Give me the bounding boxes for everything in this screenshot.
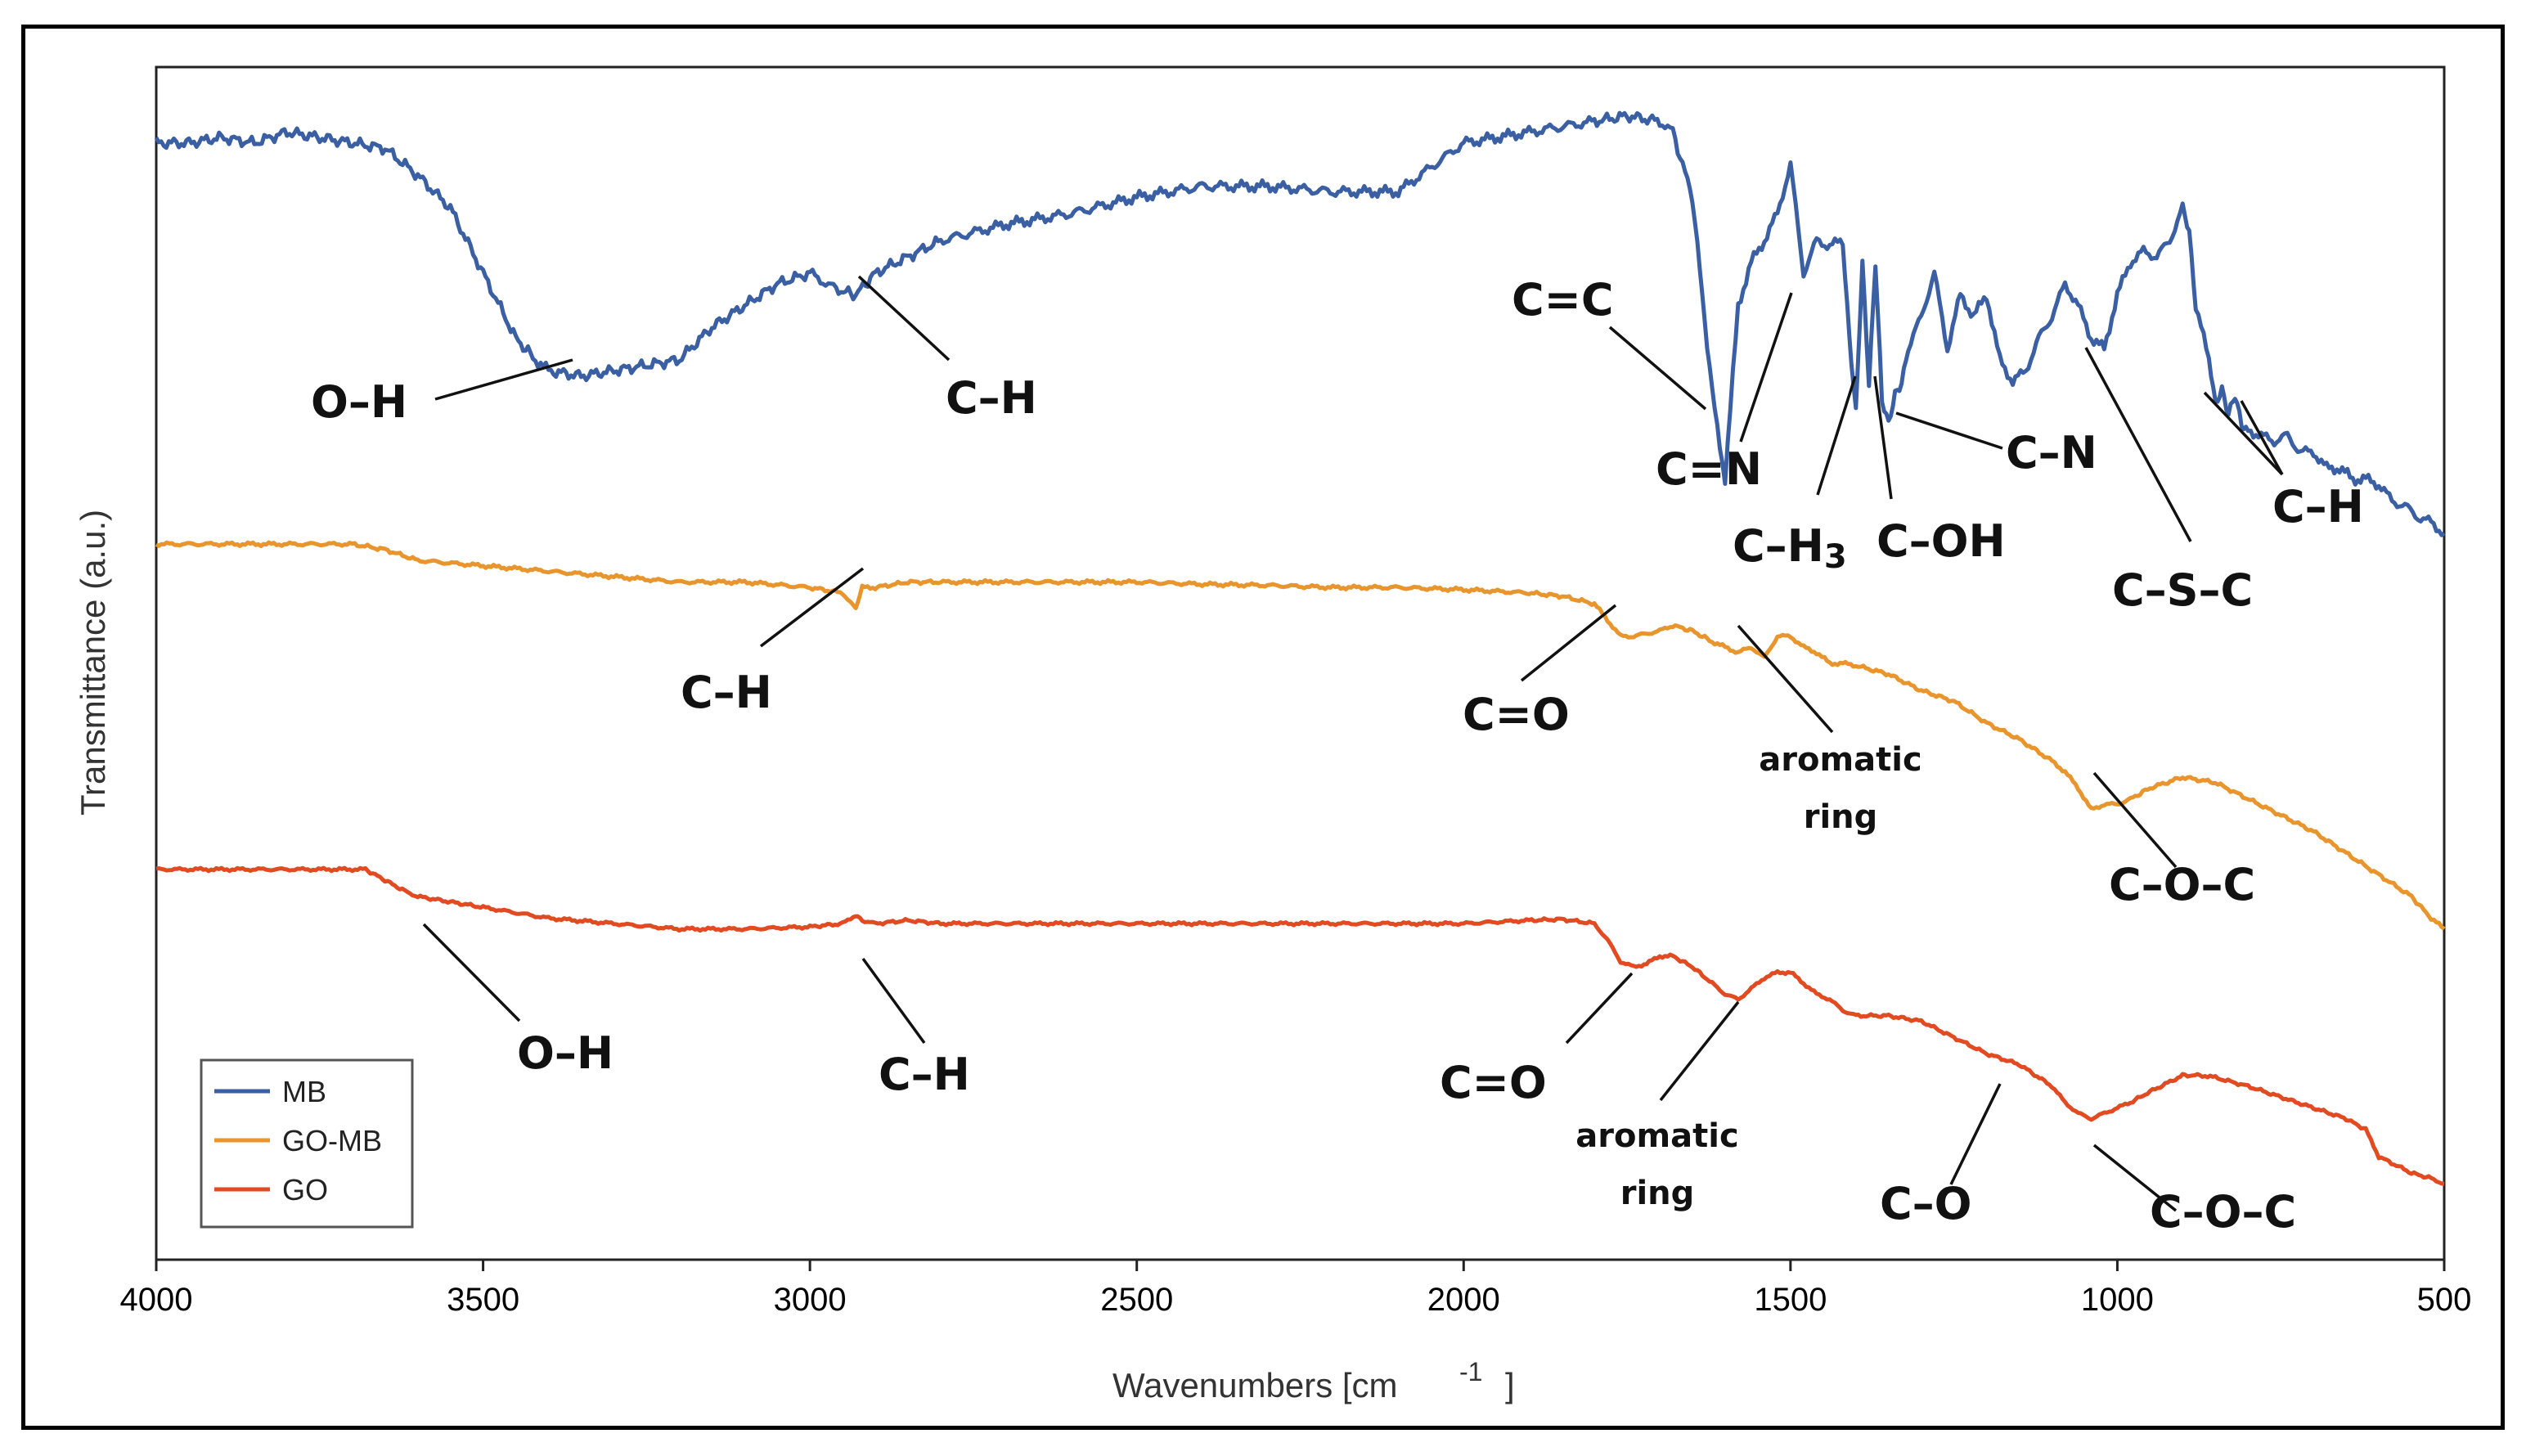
label-mb-ch-right: C–H: [2272, 481, 2364, 533]
label-gomb-arom1: aromatic: [1759, 741, 1921, 779]
label-mb-oh: O–H: [311, 376, 407, 428]
legend: MB GO-MB GO: [200, 1058, 414, 1229]
leader-mb-cn: [1895, 411, 2003, 450]
series-line-mb: [154, 110, 2446, 537]
label-go-oh: O–H: [517, 1027, 614, 1079]
label-mb-ch3-base: C–H: [1733, 520, 1824, 572]
x-tick-label: 2500: [1100, 1282, 1173, 1318]
label-mb-coh: C–OH: [1877, 515, 2006, 567]
x-axis-title-sup: -1: [1459, 1357, 1482, 1386]
x-tick-label: 1500: [1754, 1282, 1827, 1318]
label-go-arom2: ring: [1620, 1175, 1695, 1212]
leader-gomb-coc: [2092, 771, 2178, 869]
x-tick-label: 3000: [774, 1282, 847, 1318]
x-tick-label: 1000: [2081, 1282, 2154, 1318]
legend-label-gomb: GO-MB: [282, 1124, 382, 1157]
legend-label-go: GO: [282, 1173, 328, 1207]
label-mb-cc: C=C: [1512, 274, 1614, 326]
label-go-arom1: aromatic: [1575, 1117, 1738, 1155]
leader-mb-csc: [2084, 347, 2192, 542]
plot-area: [155, 65, 2446, 1261]
leader-mb-ch3: [1816, 375, 1857, 496]
y-axis-title: Transmittance (a.u.): [74, 510, 112, 816]
series-line-go: [155, 865, 2445, 1186]
annotation-leaders: [422, 275, 2284, 1212]
leader-mb-ch-a: [2203, 391, 2284, 476]
label-mb-ch: C–H: [946, 372, 1037, 424]
leader-mb-cc: [1608, 326, 1707, 411]
label-mb-ch3-sub: 3: [1824, 538, 1847, 576]
leader-mb-ch-b: [2240, 400, 2284, 475]
legend-label-mb: MB: [282, 1075, 326, 1108]
label-mb-csc: C–S–C: [2112, 564, 2253, 616]
label-mb-cn2: C=N: [1656, 443, 1762, 495]
leader-gomb-co: [1520, 604, 1617, 682]
label-gomb-co: C=O: [1463, 689, 1570, 740]
x-tick-label: 2000: [1427, 1282, 1500, 1318]
leader-mb-ch: [857, 275, 951, 362]
leader-gomb-arom: [1737, 624, 1834, 734]
label-gomb-coc: C–O–C: [2109, 859, 2255, 910]
leader-mb-oh: [434, 358, 573, 401]
series-line-go-mb: [155, 540, 2446, 931]
leader-go-oh: [422, 923, 521, 1022]
leader-mb-cn2: [1739, 292, 1793, 443]
leader-go-arom: [1659, 1000, 1740, 1102]
x-tick-label: 3500: [447, 1282, 519, 1318]
label-mb-cn: C–N: [2006, 427, 2097, 479]
label-gomb-ch: C–H: [681, 667, 772, 718]
leader-go-coc: [2092, 1144, 2178, 1212]
leader-go-c-o: [1949, 1083, 2002, 1185]
x-axis-ticks: 4000 3500 3000 2500 2000 1500 1000 500: [120, 1260, 2472, 1318]
x-tick-label: 500: [2417, 1282, 2472, 1318]
leader-mb-coh: [1873, 375, 1893, 500]
label-go-co: C=O: [1440, 1057, 1547, 1108]
figure-frame: [21, 25, 2505, 1430]
leader-gomb-ch: [759, 567, 865, 648]
series-group: [154, 110, 2446, 1186]
x-tick-label: 4000: [120, 1282, 193, 1318]
label-go-c-o: C–O: [1880, 1178, 1972, 1229]
leader-go-ch: [861, 957, 926, 1045]
legend-box: [200, 1058, 414, 1229]
label-mb-ch3: C–H3: [1733, 520, 1847, 576]
x-axis-title: Wavenumbers [cm: [1112, 1366, 1398, 1404]
label-gomb-arom2: ring: [1804, 798, 1878, 836]
x-axis-title-close: ]: [1505, 1366, 1515, 1404]
label-go-ch: C–H: [879, 1049, 970, 1100]
label-go-coc: C–O–C: [2150, 1186, 2296, 1238]
annotation-labels: O–H C–H C=C C=N C–H3 C–N C–H C–OH C–S–C …: [311, 274, 2364, 1238]
leader-go-co: [1565, 972, 1634, 1045]
